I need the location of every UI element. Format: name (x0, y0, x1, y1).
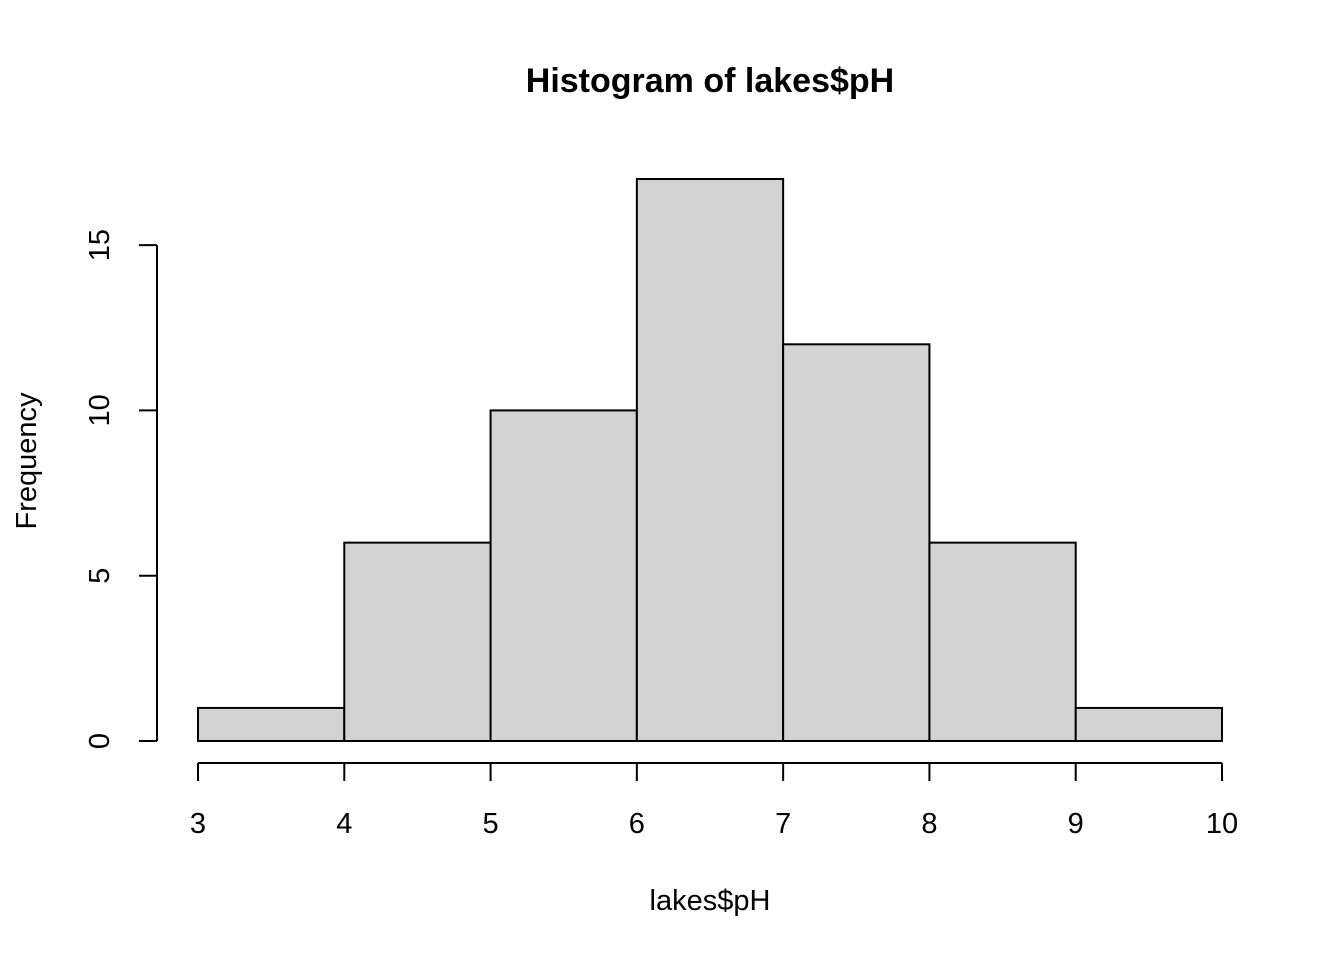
x-tick-label: 9 (1068, 808, 1084, 840)
histogram-bar-0 (197, 706, 346, 742)
y-tick-label: 15 (84, 229, 116, 261)
x-axis: 3 4 5 6 7 8 9 10 (190, 762, 1238, 840)
histogram-bars (197, 178, 1223, 742)
histogram-bar-4 (782, 343, 931, 742)
x-tick-label: 3 (190, 808, 206, 840)
histogram-bar-1 (343, 541, 492, 742)
histogram-bar-2 (489, 409, 638, 742)
x-tick-label: 7 (775, 808, 791, 840)
y-tick-label: 0 (84, 733, 116, 749)
x-tick-label: 4 (336, 808, 352, 840)
x-tick-label: 5 (483, 808, 499, 840)
x-axis-label: lakes$pH (650, 885, 771, 917)
histogram-bar-6 (1074, 706, 1223, 742)
y-axis: 0 5 10 15 (84, 229, 158, 749)
y-tick-label: 10 (84, 394, 116, 426)
x-tick-label: 10 (1206, 808, 1238, 840)
histogram-bar-3 (635, 178, 785, 742)
y-tick-label: 5 (84, 568, 116, 584)
x-tick-label: 8 (921, 808, 937, 840)
histogram-bar-5 (928, 541, 1077, 742)
x-tick-label: 6 (629, 808, 645, 840)
y-axis-label: Frequency (11, 392, 43, 530)
chart-title: Histogram of lakes$pH (526, 62, 894, 100)
